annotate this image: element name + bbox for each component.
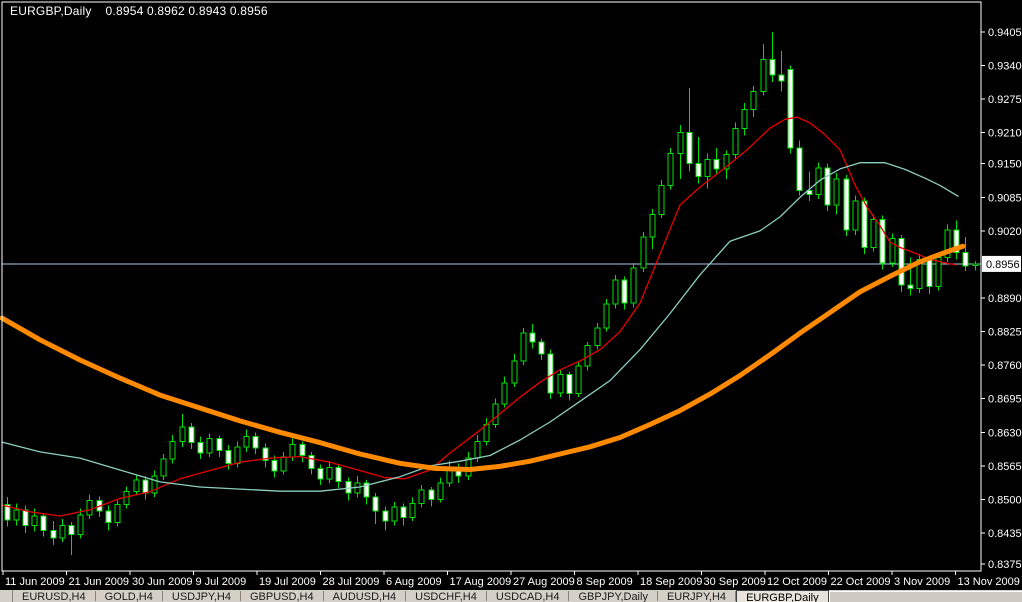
ma-fast-red-line (1, 116, 957, 517)
svg-text:3 Nov 2009: 3 Nov 2009 (894, 576, 950, 588)
svg-text:6 Aug 2009: 6 Aug 2009 (386, 576, 442, 588)
svg-text:11 Jun 2009: 11 Jun 2009 (5, 576, 65, 588)
svg-text:0.9210: 0.9210 (988, 128, 1022, 140)
tab-separator (568, 591, 570, 601)
chart-tab-eurusd-h4[interactable]: EURUSD,H4 (22, 591, 86, 602)
ma-mid-teal-line (1, 162, 959, 492)
svg-text:0.9150: 0.9150 (988, 159, 1022, 171)
chart-tabs-bar: EURUSD,H4 GOLD,H4 USDJPY,H4 GBPUSD,H4 AUDUSD… (0, 588, 1022, 602)
chart-tab-gbpusd-h4[interactable]: GBPUSD,H4 (249, 591, 314, 602)
tab-separator (322, 591, 324, 601)
chart-tab-audusd-h4[interactable]: AUDUSD,H4 (332, 591, 397, 602)
svg-text:0.9405: 0.9405 (988, 27, 1022, 39)
chart-title: EURGBP,Daily 0.8954 0.8962 0.8943 0.8956 (10, 4, 268, 18)
ohlc-quote-label: 0.8954 0.8962 0.8943 0.8956 (105, 4, 268, 18)
chart-frame (1, 1, 982, 572)
svg-text:19 Jul 2009: 19 Jul 2009 (259, 576, 316, 588)
price-axis: 0.9405 0.9340 0.9275 0.9210 0.9150 0.9085 0.90… (981, 27, 1022, 571)
svg-text:28 Jul 2009: 28 Jul 2009 (323, 576, 380, 588)
chart-canvas[interactable]: 0.9405 0.9340 0.9275 0.9210 0.9150 0.9085 0.90… (0, 0, 1022, 588)
svg-text:17 Aug 2009: 17 Aug 2009 (450, 576, 512, 588)
tab-separator (735, 591, 737, 601)
svg-text:0.8956: 0.8956 (986, 259, 1020, 271)
svg-text:30 Jun 2009: 30 Jun 2009 (132, 576, 193, 588)
svg-text:21 Jun 2009: 21 Jun 2009 (69, 576, 130, 588)
candles-layer (4, 32, 979, 556)
tab-separator (161, 591, 163, 601)
svg-text:0.9275: 0.9275 (988, 94, 1022, 106)
svg-text:0.8375: 0.8375 (988, 559, 1022, 571)
date-axis: 11 Jun 2009 21 Jun 2009 30 Jun 2009 9 Jul 2… (2, 571, 1020, 588)
tabbar-corner (0, 590, 13, 602)
svg-text:0.9085: 0.9085 (988, 192, 1022, 204)
tab-separator (94, 591, 96, 601)
svg-text:0.9340: 0.9340 (988, 61, 1022, 73)
svg-text:0.9020: 0.9020 (988, 226, 1022, 238)
tab-separator (239, 591, 241, 601)
svg-text:22 Oct 2009: 22 Oct 2009 (831, 576, 891, 588)
chart-tab-eurgbp-daily[interactable]: EURGBP,Daily (736, 590, 829, 602)
chart-tab-usdchf-h4[interactable]: USDCHF,H4 (415, 591, 477, 602)
tab-separator (656, 591, 658, 601)
tabbar-empty-area (828, 591, 1022, 602)
svg-text:0.8825: 0.8825 (988, 327, 1022, 339)
svg-text:9 Jul 2009: 9 Jul 2009 (196, 576, 247, 588)
chart-tab-gbpjpy-daily[interactable]: GBPJPY,Daily (578, 591, 648, 602)
chart-tab-eurjpy-h4[interactable]: EURJPY,H4 (666, 591, 727, 602)
tab-separator (405, 591, 407, 601)
chart-tab-usdjpy-h4[interactable]: USDJPY,H4 (171, 591, 231, 602)
chart-tab-usdcad-h4[interactable]: USDCAD,H4 (495, 591, 560, 602)
svg-text:30 Sep 2009: 30 Sep 2009 (704, 576, 766, 588)
svg-text:0.8565: 0.8565 (988, 461, 1022, 473)
svg-text:18 Sep 2009: 18 Sep 2009 (640, 576, 702, 588)
svg-text:13 Nov 2009: 13 Nov 2009 (958, 576, 1020, 588)
svg-text:8 Sep 2009: 8 Sep 2009 (577, 576, 633, 588)
svg-text:0.8500: 0.8500 (988, 494, 1022, 506)
tab-separator (485, 591, 487, 601)
svg-text:0.8695: 0.8695 (988, 394, 1022, 406)
chart-tab-gold-h4[interactable]: GOLD,H4 (104, 591, 153, 602)
svg-text:27 Aug 2009: 27 Aug 2009 (513, 576, 575, 588)
ma-slow-orange-line (0, 243, 966, 472)
current-price-flag: 0.8956 (982, 255, 1021, 272)
svg-text:12 Oct 2009: 12 Oct 2009 (767, 576, 827, 588)
svg-text:0.8435: 0.8435 (988, 528, 1022, 540)
svg-text:0.8630: 0.8630 (988, 427, 1022, 439)
symbol-period-label: EURGBP,Daily (10, 4, 92, 18)
svg-text:0.8890: 0.8890 (988, 293, 1022, 305)
svg-text:0.8760: 0.8760 (988, 360, 1022, 372)
